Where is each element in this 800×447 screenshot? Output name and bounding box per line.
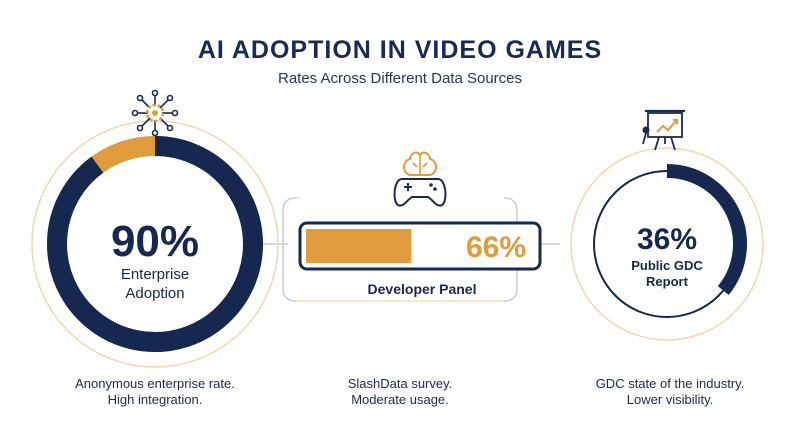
chart-subtitle: Rates Across Different Data Sources [278, 70, 522, 87]
bar-category-label: Developer Panel [368, 281, 477, 297]
caption-gdc-line1: GDC state of the industry. [595, 376, 745, 391]
presentation-board-icon [642, 109, 685, 151]
caption-developer-line2: Moderate usage. [351, 392, 449, 407]
caption-enterprise: Anonymous enterprise rate. High integrat… [30, 376, 280, 408]
chart-title: AI ADOPTION IN VIDEO GAMES [197, 36, 603, 64]
donut1-value-label: 90% [111, 217, 199, 266]
donut1-value-arc [47, 136, 263, 352]
bar-value-label: 66% [466, 231, 526, 264]
donut3-outer-ring [570, 147, 764, 341]
donut-chart-enterprise: 90% Enterprise Adoption [31, 120, 279, 368]
caption-gdc-line2: Lower visibility. [626, 392, 714, 407]
donut3-label-line2: Report [646, 274, 689, 289]
caption-developer-line1: SlashData survey. [347, 376, 453, 391]
donut3-value-label: 36% [637, 223, 697, 256]
caption-enterprise-line1: Anonymous enterprise rate. [75, 376, 235, 391]
bar-chart-developer: 66% Developer Panel [298, 221, 542, 297]
donut-chart-gdc: 36% Public GDC Report [570, 147, 764, 341]
caption-enterprise-line2: High integration. [107, 392, 203, 407]
caption-developer: SlashData survey. Moderate usage. [300, 376, 500, 408]
donut1-label-line2: Adoption [125, 285, 184, 302]
brain-gamepad-icon [393, 151, 447, 207]
bar-fill [306, 229, 412, 263]
caption-gdc: GDC state of the industry. Lower visibil… [545, 376, 795, 408]
ai-network-gear-icon [131, 89, 179, 137]
donut3-label-line1: Public GDC [631, 258, 703, 273]
donut3-value-arc [666, 164, 747, 295]
donut1-label-line1: Enterprise [121, 266, 189, 283]
